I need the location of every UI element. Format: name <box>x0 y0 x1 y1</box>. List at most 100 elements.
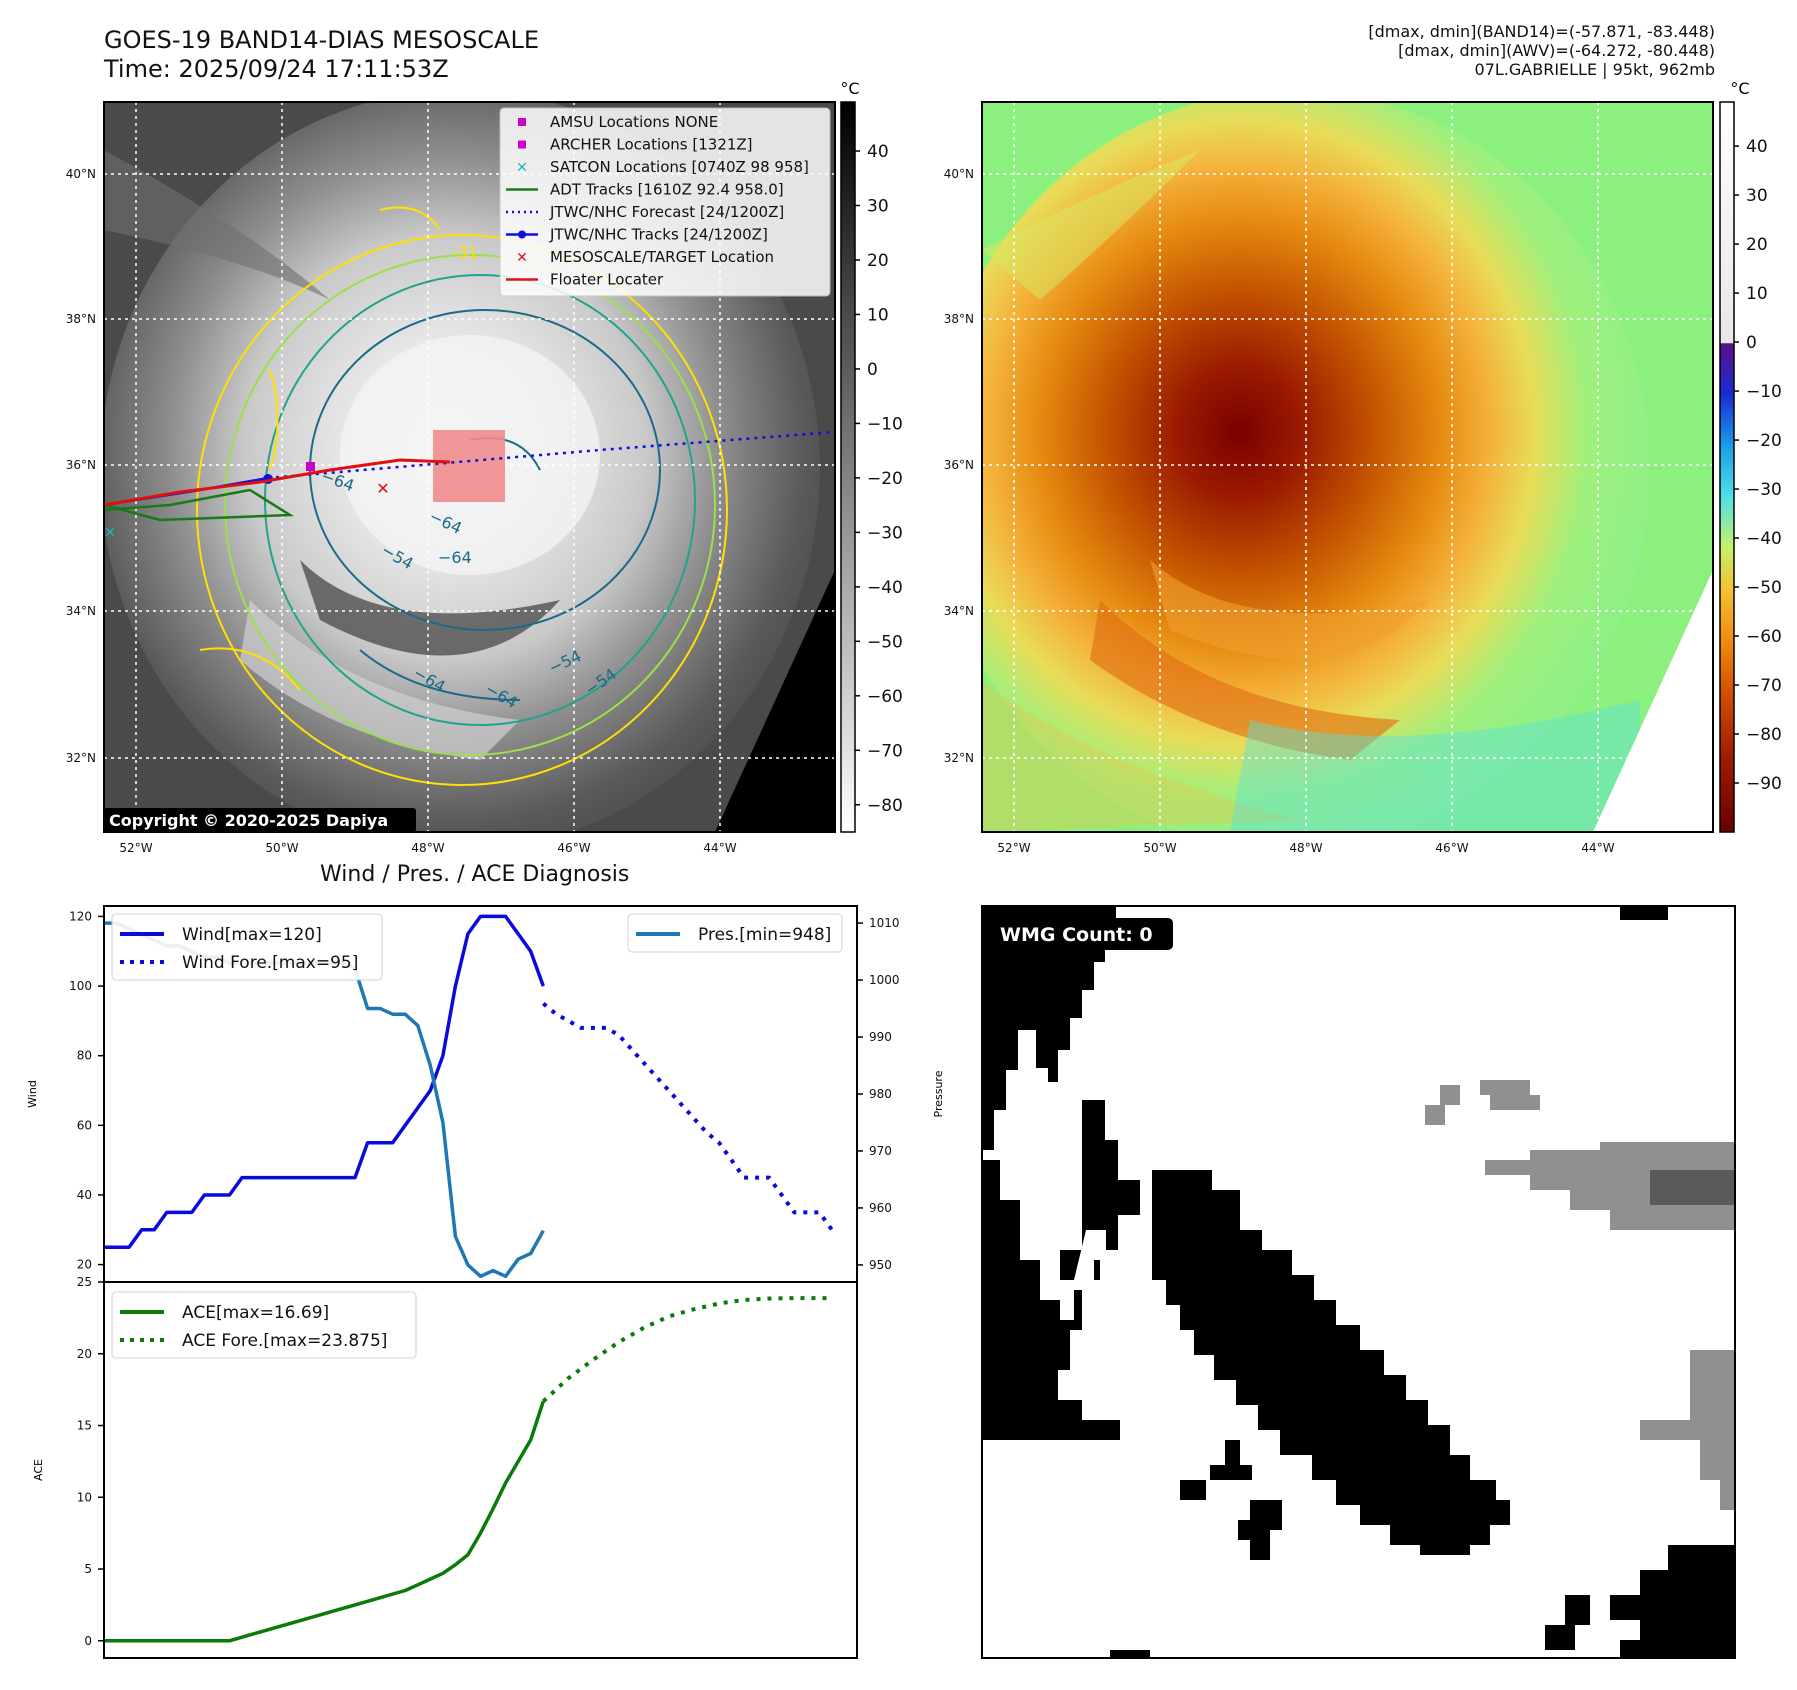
colorbar-unit: °C <box>840 79 859 98</box>
archer-location <box>306 462 315 471</box>
legend-label: JTWC/NHC Forecast [24/1200Z] <box>549 203 784 221</box>
series-line <box>104 914 545 1249</box>
colorbar-tick-label: −20 <box>1746 431 1782 451</box>
y-tick-label: 25 <box>77 1275 92 1289</box>
colorbar-tick-label: −70 <box>1746 676 1782 696</box>
colorbar-tick-label: −20 <box>867 469 903 489</box>
legend-label: JTWC/NHC Tracks [24/1200Z] <box>549 226 768 244</box>
wind-ylabel: Wind <box>26 1080 39 1108</box>
wmg-panel: WMG Count: 0 <box>981 905 1736 1659</box>
y-tick-label: 15 <box>77 1419 92 1433</box>
colorbar-tick-label: 40 <box>1746 137 1768 157</box>
y2-tick-label: 990 <box>869 1030 892 1044</box>
legend-label: Wind Fore.[max=95] <box>182 953 358 973</box>
lon-tick: 46°W <box>1435 841 1468 855</box>
legend-label: Wind[max=120] <box>182 925 322 945</box>
colorbar-tick-label: −80 <box>1746 725 1782 745</box>
legend-label: ACE Fore.[max=23.875] <box>182 1331 387 1351</box>
lat-tick: 34°N <box>944 604 974 618</box>
y2-tick-label: 970 <box>869 1144 892 1158</box>
legend-label: MESOSCALE/TARGET Location <box>550 248 774 266</box>
copyright-box <box>104 808 416 832</box>
legend-label: ACE[max=16.69] <box>182 1303 329 1323</box>
lon-tick: 44°W <box>1581 841 1614 855</box>
dias-map-grid <box>982 102 1713 832</box>
lat-tick: 40°N <box>66 167 96 181</box>
wmg-blocks <box>982 906 1735 1658</box>
legend-label: Pres.[min=948] <box>698 925 831 945</box>
legend-box <box>111 913 383 981</box>
y-tick-label: 120 <box>69 909 92 923</box>
lat-tick: 38°N <box>66 312 96 326</box>
lon-tick: 50°W <box>1143 841 1176 855</box>
wmg-count-box <box>990 918 1173 950</box>
lon-tick: 52°W <box>997 841 1030 855</box>
legend-box <box>627 913 843 953</box>
y2-tick-label: 1000 <box>869 973 900 987</box>
y-tick-label: 10 <box>77 1490 92 1504</box>
title-line-2: Time: 2025/09/24 17:11:53Z <box>104 55 449 83</box>
figure-title: GOES-19 BAND14-DIAS MESOSCALE Time: 2025… <box>104 26 539 84</box>
mesoscale-target-box <box>433 430 505 502</box>
legend-marker <box>518 140 526 149</box>
legend-box <box>111 1291 417 1359</box>
lat-tick: 36°N <box>66 458 96 472</box>
lat-tick: 32°N <box>66 751 96 765</box>
legend-marker: ✕ <box>516 160 528 176</box>
y-tick-label: 40 <box>77 1188 92 1202</box>
colorbar-tick-label: 20 <box>867 251 889 271</box>
y-tick-label: 0 <box>84 1634 92 1648</box>
colorbar-tick-label: 20 <box>1746 235 1768 255</box>
colorbar-tick-label: 40 <box>867 142 889 162</box>
ir-map-panel: ✕ ✕ -31 −64 −54 −64 −64 −54 −64 −54 −64 … <box>104 102 835 832</box>
y-tick-label: 60 <box>77 1118 92 1132</box>
colorbar-tick-label: −50 <box>867 632 903 652</box>
floater-locater <box>104 458 451 507</box>
y-tick-label: 5 <box>84 1562 92 1576</box>
ace-chart: 0 5 10 15 20 25 ACE ACE[max=16.69] ACE Fore.[m… <box>32 1275 858 1659</box>
y-tick-label: 20 <box>77 1347 92 1361</box>
y2-tick-label: 950 <box>869 1258 892 1272</box>
legend-label: Floater Locater <box>550 271 664 289</box>
dias-map-axis-labels: 40°N 38°N 36°N 34°N 32°N 52°W 50°W 48°W … <box>944 167 1615 855</box>
lat-tick: 38°N <box>944 312 974 326</box>
info-line-3: 07L.GABRIELLE | 95kt, 962mb <box>1474 60 1715 79</box>
lon-tick: 44°W <box>703 841 736 855</box>
lon-tick: 46°W <box>557 841 590 855</box>
ace-ylabel: ACE <box>32 1459 45 1481</box>
chart-title: Wind / Pres. / ACE Diagnosis <box>320 862 630 887</box>
lon-tick: 50°W <box>265 841 298 855</box>
legend-marker: ✕ <box>516 250 528 266</box>
colorbar-tick-label: −10 <box>1746 382 1782 402</box>
colorbar-tick-label: −30 <box>1746 480 1782 500</box>
pressure-ylabel: Pressure <box>932 1070 945 1117</box>
map-legend: AMSU Locations NONE ARCHER Locations [132… <box>499 107 831 297</box>
legend-label: SATCON Locations [0740Z 98 958] <box>550 158 809 176</box>
y2-tick-label: 980 <box>869 1087 892 1101</box>
lon-tick: 48°W <box>411 841 444 855</box>
lat-tick: 32°N <box>944 751 974 765</box>
legend-label: ADT Tracks [1610Z 92.4 958.0] <box>550 181 784 199</box>
ir-colorbar: °C 40 30 20 10 0 −10 −20 −30 −40 −50 −60 −70 −80 <box>840 79 903 833</box>
figure-info: [dmax, dmin](BAND14)=(-57.871, -83.448) … <box>1368 22 1715 79</box>
contour-label: -31 <box>452 243 478 262</box>
colorbar-tick-label: 0 <box>1746 333 1757 353</box>
contour-lines <box>196 206 728 786</box>
satcon-location: ✕ <box>104 525 116 541</box>
lon-tick: 48°W <box>1289 841 1322 855</box>
adt-track <box>104 488 295 522</box>
y-tick-label: 100 <box>69 979 92 993</box>
y-tick-label: 80 <box>77 1049 92 1063</box>
colorbar-tick-label: −30 <box>867 523 903 543</box>
lat-tick: 36°N <box>944 458 974 472</box>
ir-map-axis-labels: 40°N 38°N 36°N 34°N 32°N 52°W 50°W 48°W … <box>66 167 737 855</box>
dias-map-panel <box>982 102 1713 832</box>
wind-pressure-chart: 20 40 60 80 100 120 950 960 970 980 990 1000 1010 Wi… <box>26 905 945 1283</box>
info-line-1: [dmax, dmin](BAND14)=(-57.871, -83.448) <box>1368 22 1715 41</box>
jtwc-forecast <box>267 430 835 480</box>
colorbar-tick-label: −50 <box>1746 578 1782 598</box>
y2-tick-label: 1010 <box>869 916 900 930</box>
colorbar-tick-label: −40 <box>867 578 903 598</box>
colorbar-tick-label: −80 <box>867 796 903 816</box>
